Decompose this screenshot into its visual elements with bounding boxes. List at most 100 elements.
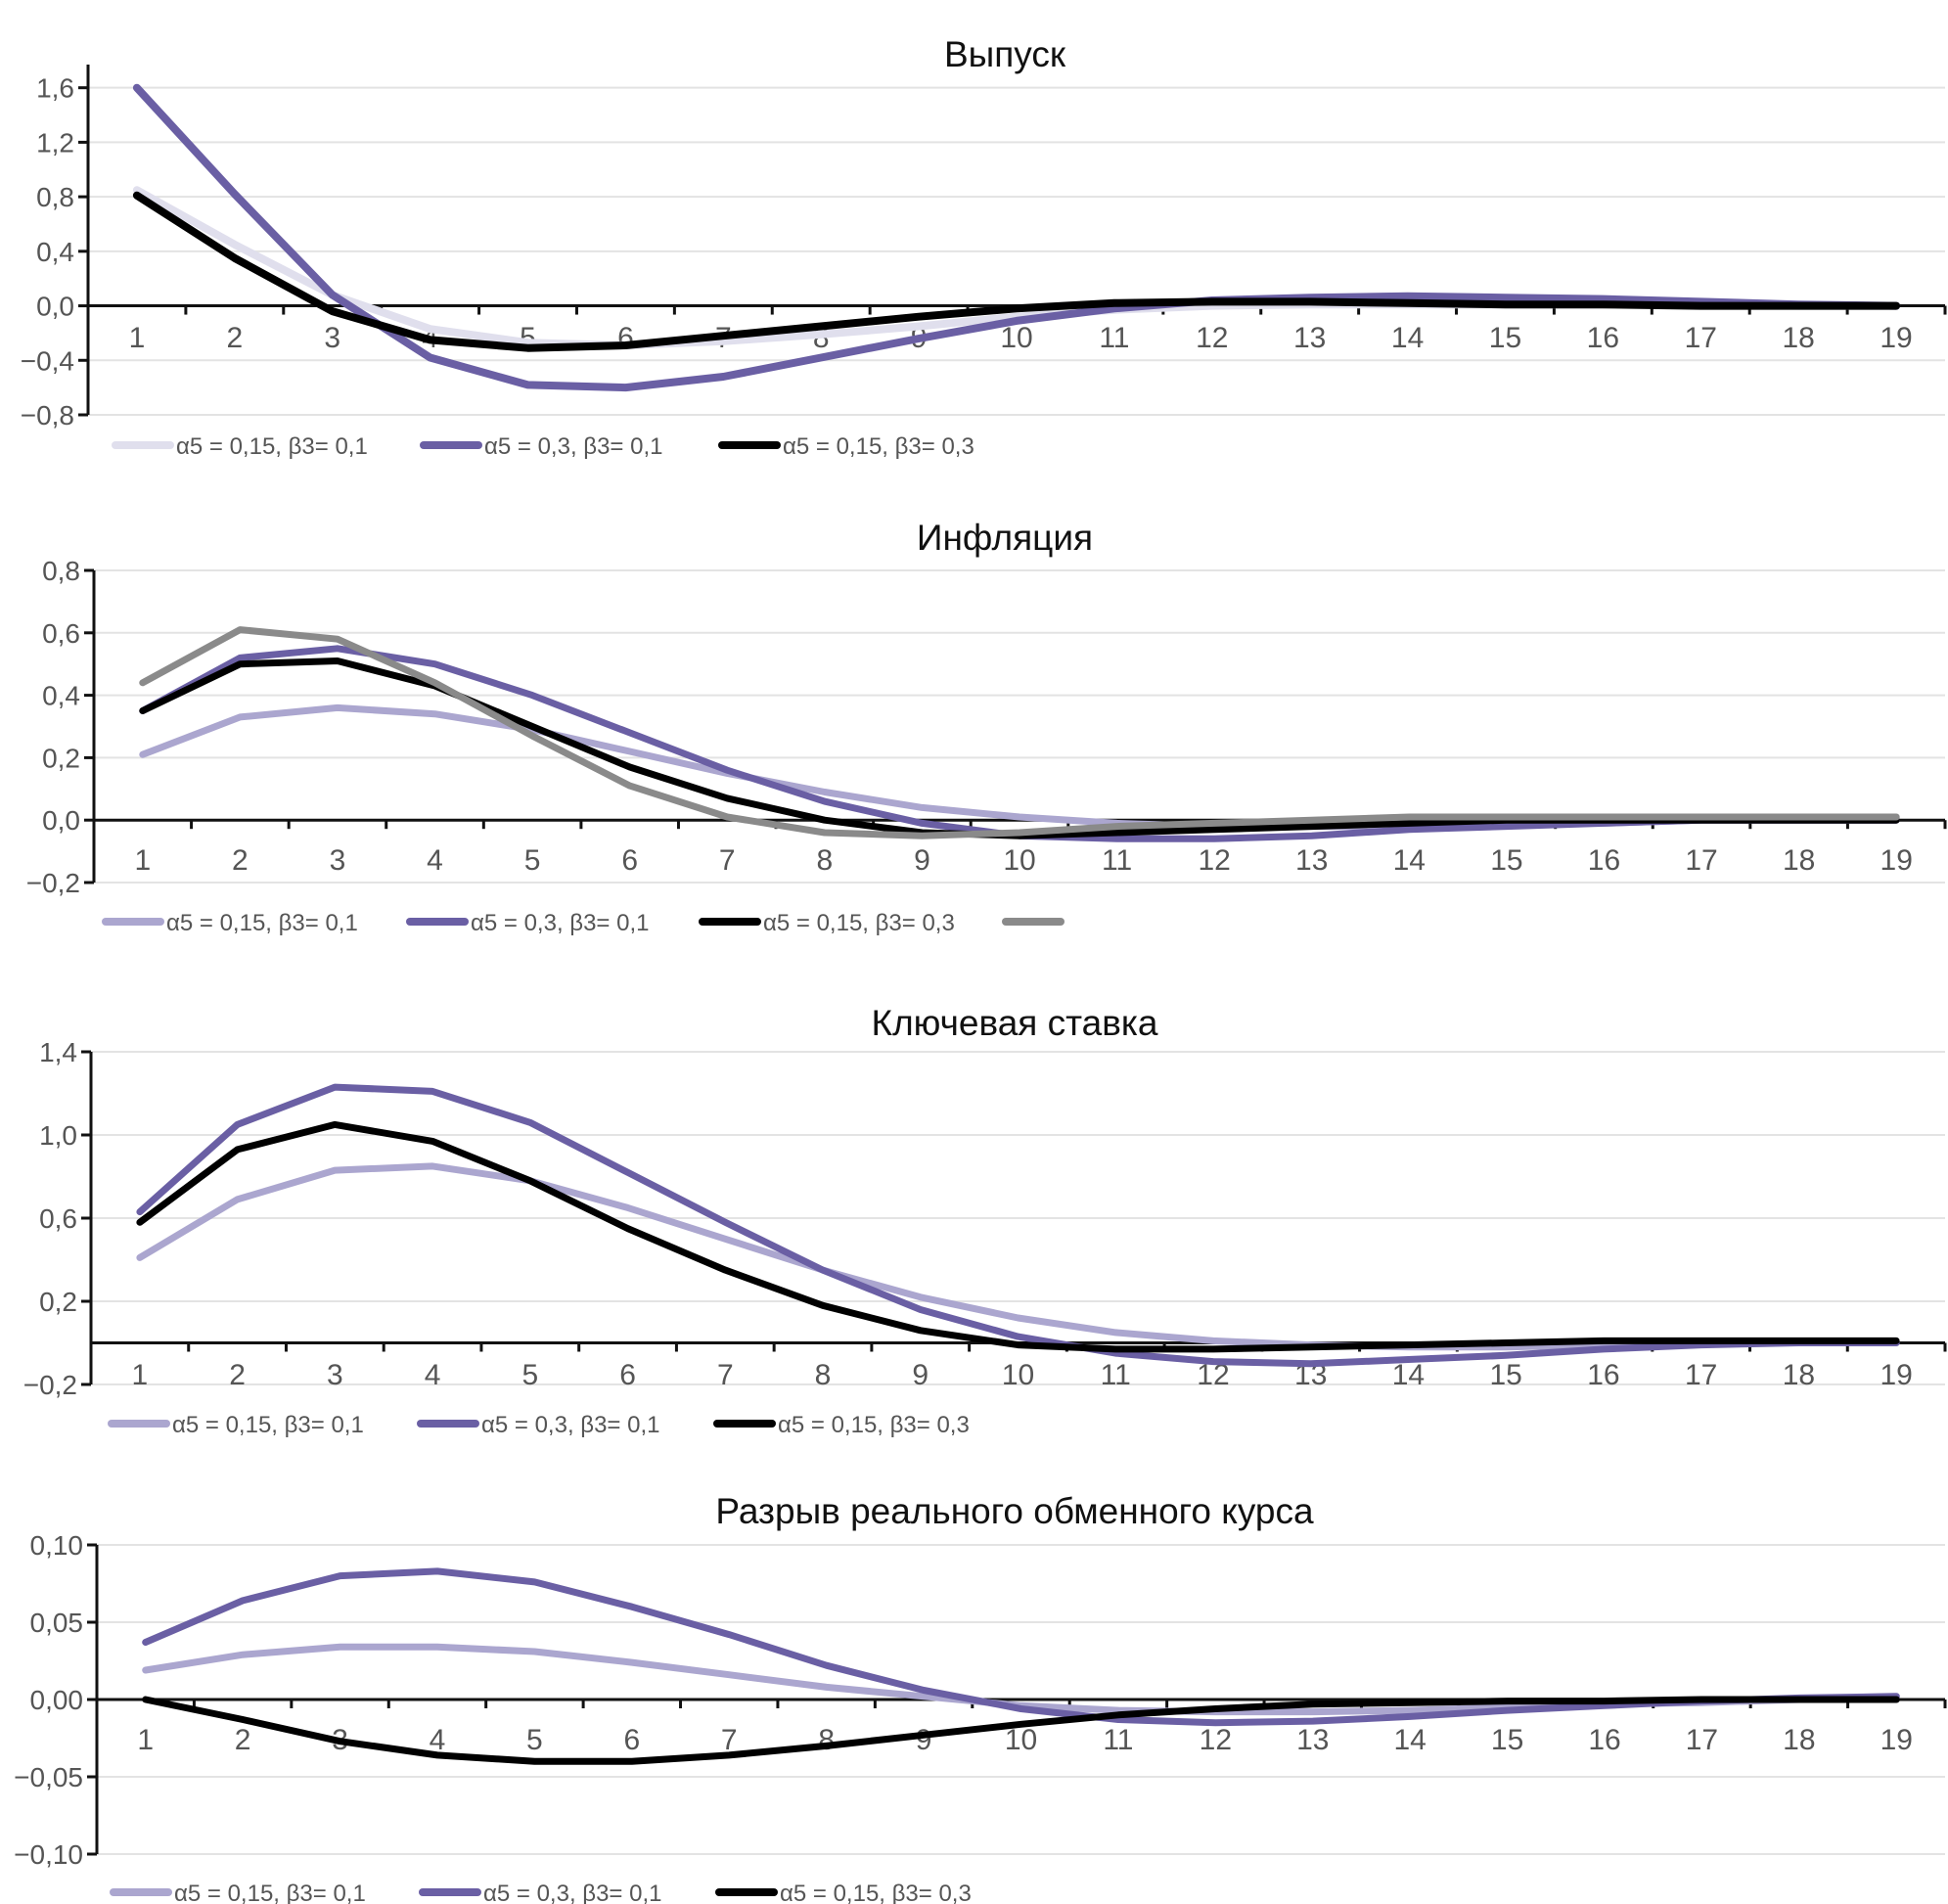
y-tick-label: 1,0	[39, 1120, 77, 1151]
legend-item: α5 = 0,15, β3= 0,1	[102, 910, 358, 936]
series-line-1	[139, 703, 1900, 831]
x-tick-label: 18	[1783, 1359, 1815, 1391]
x-tick-label: 17	[1685, 844, 1717, 877]
x-tick-label: 17	[1685, 1359, 1717, 1391]
legend-label: α5 = 0,15, β3= 0,3	[778, 1412, 970, 1438]
x-tick-label: 1	[137, 1724, 154, 1756]
x-tick-label: 7	[721, 1724, 738, 1756]
x-tick-label: 13	[1296, 1724, 1329, 1756]
x-tick-label: 10	[1003, 844, 1035, 877]
y-tick-label: 0,8	[36, 182, 74, 212]
chart-title: Разрыв реального обменного курса	[715, 1491, 1314, 1531]
x-tick-label: 14	[1393, 844, 1426, 877]
x-tick-label: 9	[912, 1359, 929, 1391]
x-tick-label: 16	[1587, 322, 1619, 354]
legend-item: α5 = 0,15, β3= 0,3	[715, 1881, 972, 1904]
x-tick-label: 12	[1198, 844, 1230, 877]
x-tick-label: 16	[1588, 1724, 1620, 1756]
x-tick-label: 5	[526, 1724, 543, 1756]
x-tick-label: 7	[719, 844, 736, 877]
y-tick-label: −0,4	[21, 345, 74, 376]
x-tick-label: 2	[235, 1724, 251, 1756]
legend-item: α5 = 0,15, β3= 0,3	[713, 1412, 970, 1438]
x-tick-label: 19	[1880, 1724, 1913, 1756]
legend-item: α5 = 0,15, β3= 0,3	[718, 433, 974, 460]
x-tick-label: 19	[1880, 1359, 1912, 1391]
x-tick-label: 2	[226, 322, 243, 354]
x-tick-label: 6	[623, 1724, 640, 1756]
x-tick-label: 15	[1489, 322, 1521, 354]
x-tick-label: 18	[1783, 844, 1815, 877]
legend-item: α5 = 0,3, β3= 0,1	[406, 910, 649, 936]
x-tick-label: 12	[1196, 322, 1228, 354]
y-tick-label: 0,0	[42, 805, 80, 836]
x-tick-label: 17	[1686, 1724, 1718, 1756]
legend-item: α5 = 0,3, β3= 0,1	[420, 433, 662, 460]
series-line-4	[139, 626, 1900, 839]
x-tick-label: 8	[818, 1724, 835, 1756]
y-tick-label: 0,2	[42, 743, 80, 773]
y-tick-label: 0,0	[36, 292, 74, 322]
legend-item: α5 = 0,15, β3= 0,1	[108, 1412, 364, 1438]
x-tick-label: 18	[1782, 322, 1814, 354]
x-tick-label: 3	[324, 322, 340, 354]
x-tick-label: 1	[129, 322, 146, 354]
x-tick-label: 6	[619, 1359, 636, 1391]
x-tick-label: 18	[1783, 1724, 1815, 1756]
y-tick-label: 0,10	[30, 1530, 84, 1561]
series-line-2	[142, 1567, 1900, 1727]
x-tick-label: 16	[1587, 1359, 1619, 1391]
legend-label: α5 = 0,3, β3= 0,1	[471, 910, 649, 936]
legend-label: α5 = 0,15, β3= 0,3	[783, 433, 974, 460]
x-tick-label: 3	[327, 1359, 343, 1391]
chart-title: Инфляция	[917, 518, 1093, 558]
legend-label: α5 = 0,3, β3= 0,1	[481, 1412, 659, 1438]
y-tick-label: 0,05	[30, 1608, 84, 1638]
x-tick-label: 8	[816, 844, 833, 877]
y-tick-label: 0,4	[42, 681, 80, 711]
x-tick-label: 11	[1103, 1724, 1133, 1756]
legend-item: α5 = 0,15, β3= 0,1	[110, 1881, 366, 1904]
y-tick-label: −0,10	[14, 1839, 83, 1870]
legend-label: α5 = 0,3, β3= 0,1	[483, 1881, 661, 1904]
x-tick-label: 15	[1491, 1724, 1523, 1756]
x-tick-label: 4	[430, 1724, 446, 1756]
x-tick-label: 4	[427, 844, 443, 877]
legend-item: α5 = 0,15, β3= 0,3	[699, 910, 955, 936]
x-tick-label: 16	[1588, 844, 1620, 877]
legend-item: α5 = 0,15, β3= 0,1	[112, 433, 368, 460]
x-tick-label: 9	[916, 1724, 932, 1756]
y-tick-label: 0,8	[42, 556, 80, 586]
x-tick-label: 19	[1880, 844, 1913, 877]
legend-item: α5 = 0,3, β3= 0,1	[419, 1881, 661, 1904]
chart-title: Ключевая ставка	[872, 1003, 1158, 1043]
y-tick-label: 0,4	[36, 237, 74, 267]
x-tick-label: 2	[229, 1359, 246, 1391]
series-line-2	[136, 1083, 1900, 1368]
x-tick-label: 14	[1392, 1359, 1425, 1391]
x-tick-label: 10	[1005, 1724, 1037, 1756]
legend-label: α5 = 0,3, β3= 0,1	[484, 433, 662, 460]
x-tick-label: 5	[524, 844, 541, 877]
x-tick-label: 7	[717, 1359, 734, 1391]
y-tick-label: 1,2	[36, 127, 74, 158]
legend-label: α5 = 0,15, β3= 0,1	[174, 1881, 366, 1904]
chart-title: Выпуск	[944, 34, 1066, 74]
x-tick-label: 8	[815, 1359, 832, 1391]
y-tick-label: 0,00	[30, 1685, 84, 1715]
x-tick-label: 1	[132, 1359, 149, 1391]
y-tick-label: −0,05	[14, 1762, 83, 1792]
series-line-2	[132, 83, 1901, 392]
x-tick-label: 10	[1000, 322, 1032, 354]
x-tick-label: 15	[1489, 1359, 1521, 1391]
legend-label: α5 = 0,15, β3= 0,1	[166, 910, 358, 936]
legend-label: α5 = 0,15, β3= 0,3	[780, 1881, 972, 1904]
x-tick-label: 11	[1101, 1359, 1131, 1391]
x-tick-label: 9	[914, 844, 930, 877]
y-tick-label: 0,6	[42, 618, 80, 649]
x-tick-label: 14	[1393, 1724, 1426, 1756]
series-line-3	[132, 191, 1901, 352]
x-tick-label: 3	[330, 844, 346, 877]
